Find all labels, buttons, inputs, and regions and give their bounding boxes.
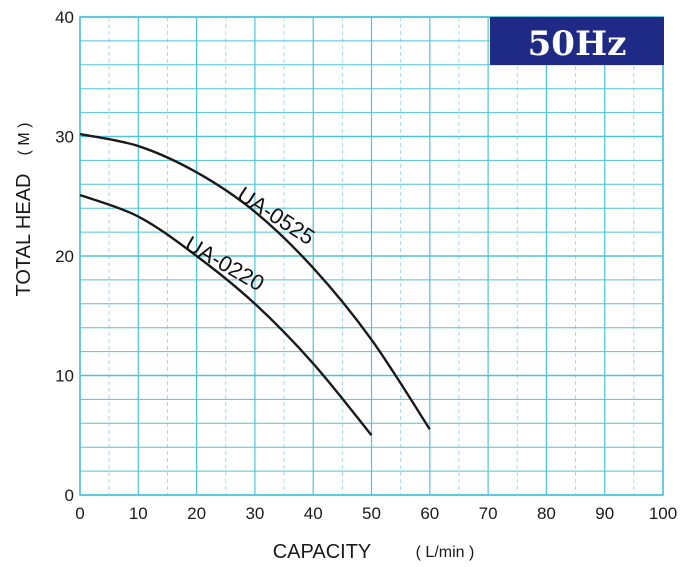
x-axis-label: CAPACITY (273, 541, 372, 563)
y-tick-label: 20 (55, 247, 74, 266)
x-axis-unit: ( L/min ) (416, 544, 475, 561)
x-tick-label: 60 (420, 504, 439, 523)
frequency-badge-label: 50Hz (528, 24, 627, 64)
x-tick-label: 0 (75, 504, 84, 523)
y-tick-label: 10 (55, 367, 74, 386)
x-axis-title: CAPACITY ( L/min ) (273, 541, 475, 563)
x-tick-label: 30 (245, 504, 264, 523)
x-tick-label: 50 (362, 504, 381, 523)
frequency-badge-background (490, 17, 664, 65)
x-tick-label: 80 (537, 504, 556, 523)
x-tick-label: 90 (595, 504, 614, 523)
curve-ua-0220 (79, 193, 373, 437)
y-axis-unit: ( M ) (16, 123, 33, 156)
frequency-badge: 50Hz (490, 17, 664, 65)
y-axis-label: TOTAL HEAD (13, 174, 35, 297)
x-tick-label: 20 (187, 504, 206, 523)
y-tick-label: 0 (65, 486, 74, 505)
x-tick-label: 10 (129, 504, 148, 523)
tick-labels: 0 10 20 30 40 50 60 70 80 90 100 0 10 20 30 40 (55, 8, 677, 523)
y-tick-label: 40 (55, 8, 74, 27)
x-tick-label: 70 (479, 504, 498, 523)
x-tick-label: 40 (304, 504, 323, 523)
grid (79, 16, 664, 496)
y-tick-label: 30 (55, 128, 74, 147)
y-axis-title: TOTAL HEAD ( M ) (13, 123, 35, 297)
curve-ua-0525 (79, 132, 431, 430)
x-tick-label: 100 (649, 504, 677, 523)
